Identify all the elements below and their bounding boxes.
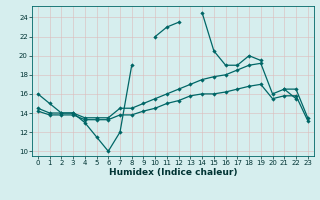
X-axis label: Humidex (Indice chaleur): Humidex (Indice chaleur) (108, 168, 237, 177)
